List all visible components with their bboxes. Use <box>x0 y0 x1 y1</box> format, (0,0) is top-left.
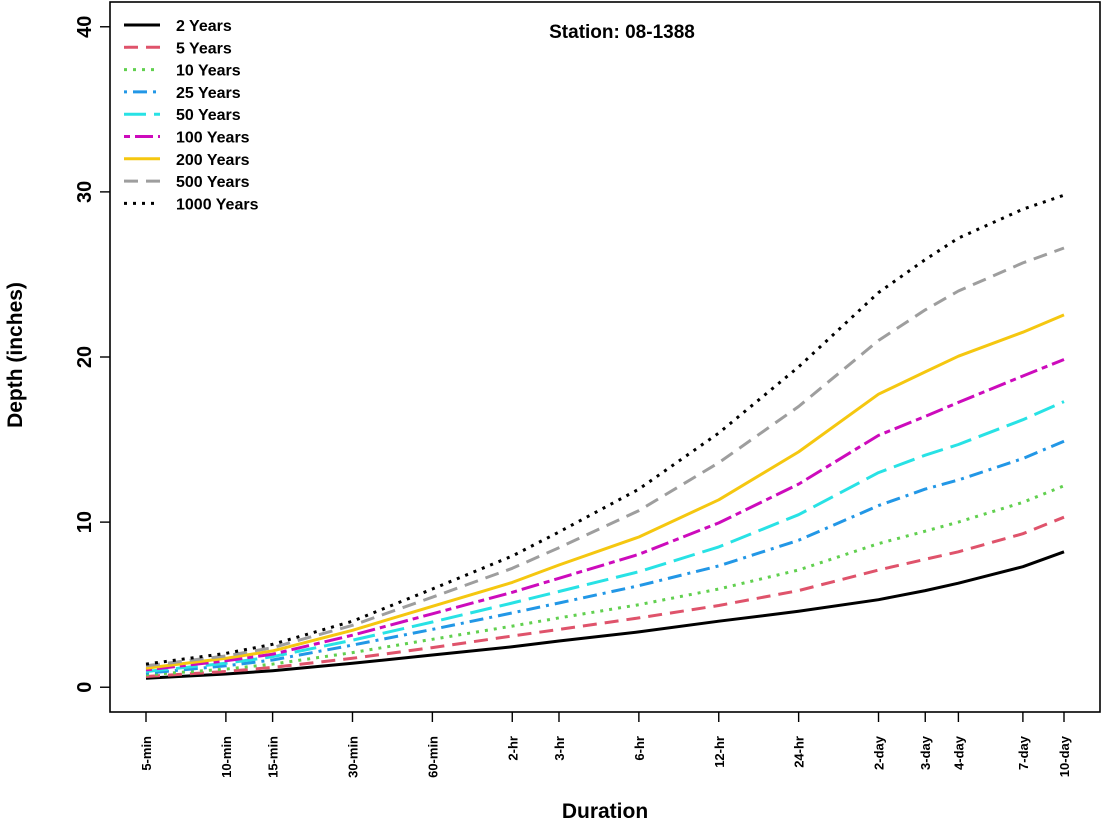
legend-label: 2 Years <box>176 18 232 35</box>
x-tick-label: 2-day <box>872 735 887 770</box>
x-tick-label: 24-hr <box>792 736 807 768</box>
x-tick-label: 10-day <box>1057 735 1072 777</box>
y-axis-title: Depth (inches) <box>4 282 27 428</box>
x-tick-label: 60-min <box>425 736 440 778</box>
y-tick-label: 0 <box>74 682 96 693</box>
legend: 2 Years 5 Years 10 Years 25 Years 50 Years 10… <box>124 18 259 213</box>
axes: 0 10 20 30 40 5-min 10-min 15-min 30-min 60-min 2-… <box>74 1 1101 778</box>
y-tick-label: 10 <box>74 511 96 533</box>
x-tick-label: 10-min <box>219 736 234 778</box>
series-line-1000-years <box>145 193 1065 666</box>
series-line-100-years <box>145 358 1065 672</box>
y-tick-label: 40 <box>74 16 96 38</box>
series-line-5-years <box>145 515 1065 678</box>
series-line-2-years <box>145 550 1065 680</box>
legend-label: 25 Years <box>176 85 241 102</box>
legend-label: 1000 Years <box>176 196 259 213</box>
plot-frame <box>109 1 1101 713</box>
x-tick-label: 3-hr <box>552 736 567 761</box>
series-line-50-years <box>145 400 1065 673</box>
legend-label: 50 Years <box>176 107 241 124</box>
x-tick-label: 12-hr <box>712 736 727 768</box>
legend-label: 500 Years <box>176 174 250 191</box>
x-tick-label: 3-day <box>918 735 933 770</box>
y-tick-label: 20 <box>74 346 96 368</box>
plot-area <box>145 193 1065 680</box>
y-tick-label: 30 <box>74 181 96 203</box>
legend-label: 5 Years <box>176 40 232 57</box>
x-tick-label: 15-min <box>266 736 281 778</box>
series-line-10-years <box>145 484 1065 677</box>
x-tick-label: 30-min <box>345 736 360 778</box>
legend-label: 200 Years <box>176 152 250 169</box>
x-tick-label: 4-day <box>951 735 966 770</box>
legend-label: 10 Years <box>176 63 241 80</box>
series-line-200-years <box>145 313 1065 670</box>
series-line-25-years <box>145 439 1065 675</box>
x-axis-title: Duration <box>562 800 648 823</box>
x-tick-label: 5-min <box>139 736 154 771</box>
chart-title: Station: 08-1388 <box>549 22 695 43</box>
x-tick-label: 6-hr <box>632 736 647 761</box>
x-tick-label: 2-hr <box>505 736 520 761</box>
x-tick-label: 7-day <box>1016 735 1031 770</box>
series-line-500-years <box>145 246 1065 668</box>
legend-label: 100 Years <box>176 130 250 147</box>
